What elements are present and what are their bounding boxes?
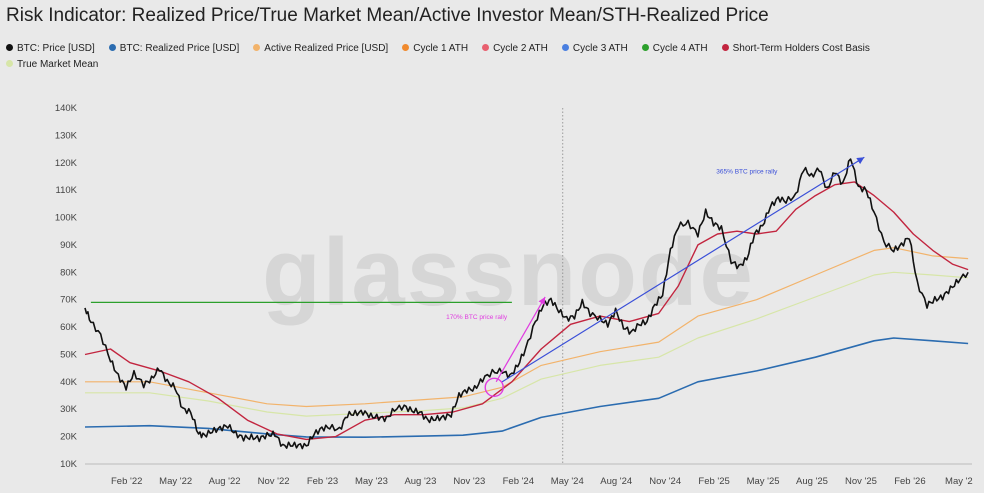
legend-item[interactable]: Cycle 1 ATH (402, 41, 468, 57)
annotation-arrow (501, 156, 865, 383)
legend-label: Cycle 2 ATH (493, 43, 548, 54)
x-tick-label: Nov '23 (453, 476, 485, 487)
y-tick-label: 20K (60, 432, 78, 443)
x-tick-label: Feb '26 (894, 476, 925, 487)
watermark: glassnode (262, 219, 755, 326)
y-tick-label: 110K (56, 185, 78, 196)
x-tick-label: Feb '24 (503, 476, 534, 487)
legend-label: Cycle 1 ATH (413, 43, 469, 54)
legend-item[interactable]: BTC: Realized Price [USD] (108, 41, 240, 57)
annotation-label: 365% BTC price rally (716, 169, 778, 176)
series-line-tmm (85, 271, 969, 417)
y-tick-label: 40K (60, 377, 78, 388)
legend-item[interactable]: Active Realized Price [USD] (253, 41, 388, 57)
legend-item[interactable]: BTC: Price [USD] (6, 41, 95, 57)
y-tick-label: 120K (55, 158, 78, 169)
y-tick-label: 50K (60, 349, 78, 360)
legend-item[interactable]: Short-Term Holders Cost Basis (721, 41, 870, 57)
x-tick-label: Feb '23 (307, 476, 338, 487)
y-tick-label: 140K (55, 103, 78, 114)
x-tick-label: Feb '22 (111, 476, 142, 487)
legend-item[interactable]: True Market Mean (6, 57, 98, 73)
x-tick-label: Aug '22 (209, 476, 241, 487)
series-line-active (85, 247, 969, 408)
legend-swatch (402, 44, 410, 51)
x-tick-label: Nov '22 (258, 476, 290, 487)
legend-label: True Market Mean (17, 59, 99, 70)
legend-label: Short-Term Holders Cost Basis (732, 43, 870, 54)
legend-swatch (721, 44, 729, 51)
legend-swatch (641, 44, 649, 51)
x-tick-label: Aug '25 (796, 476, 828, 487)
chart-title: Risk Indicator: Realized Price/True Mark… (6, 5, 769, 26)
series-line-realized (84, 337, 969, 438)
y-tick-label: 70K (60, 295, 78, 306)
annotation-arrow (495, 296, 546, 383)
legend: BTC: Price [USD] BTC: Realized Price [USD… (6, 41, 976, 73)
y-tick-label: 100K (55, 213, 78, 224)
x-tick-label: May '25 (747, 476, 780, 487)
x-tick-label: Nov '25 (845, 476, 877, 487)
legend-label: Cycle 4 ATH (652, 43, 708, 54)
legend-swatch (561, 44, 569, 51)
y-tick-label: 80K (60, 267, 78, 278)
y-tick-label: 60K (60, 322, 78, 333)
y-tick-label: 30K (60, 404, 78, 415)
x-tick-label: May '2 (945, 476, 973, 487)
x-tick-label: May '22 (159, 476, 192, 487)
series-line-price (84, 158, 969, 450)
x-tick-label: May '23 (355, 476, 388, 487)
x-tick-label: Aug '24 (600, 476, 632, 487)
highlight-circle (484, 377, 504, 398)
x-tick-label: Feb '25 (698, 476, 729, 487)
legend-swatch (108, 44, 116, 51)
x-tick-label: Nov '24 (649, 476, 681, 487)
legend-label: Active Realized Price [USD] (264, 43, 389, 54)
legend-swatch (6, 60, 13, 67)
annotation-label: 170% BTC price rally (446, 314, 508, 321)
legend-label: Cycle 3 ATH (572, 43, 628, 54)
x-tick-label: May '24 (551, 476, 584, 487)
x-tick-label: Aug '23 (404, 476, 436, 487)
legend-swatch (482, 44, 490, 51)
y-tick-label: 90K (60, 240, 78, 251)
legend-label: BTC: Realized Price [USD] (119, 43, 240, 54)
legend-swatch (6, 44, 13, 51)
y-tick-label: 130K (55, 130, 78, 141)
legend-item[interactable]: Cycle 4 ATH (641, 41, 708, 57)
legend-swatch (253, 44, 261, 51)
legend-item[interactable]: Cycle 2 ATH (482, 41, 548, 57)
legend-label: BTC: Price [USD] (17, 43, 95, 54)
legend-item[interactable]: Cycle 3 ATH (561, 41, 628, 57)
y-tick-label: 10K (60, 459, 78, 470)
